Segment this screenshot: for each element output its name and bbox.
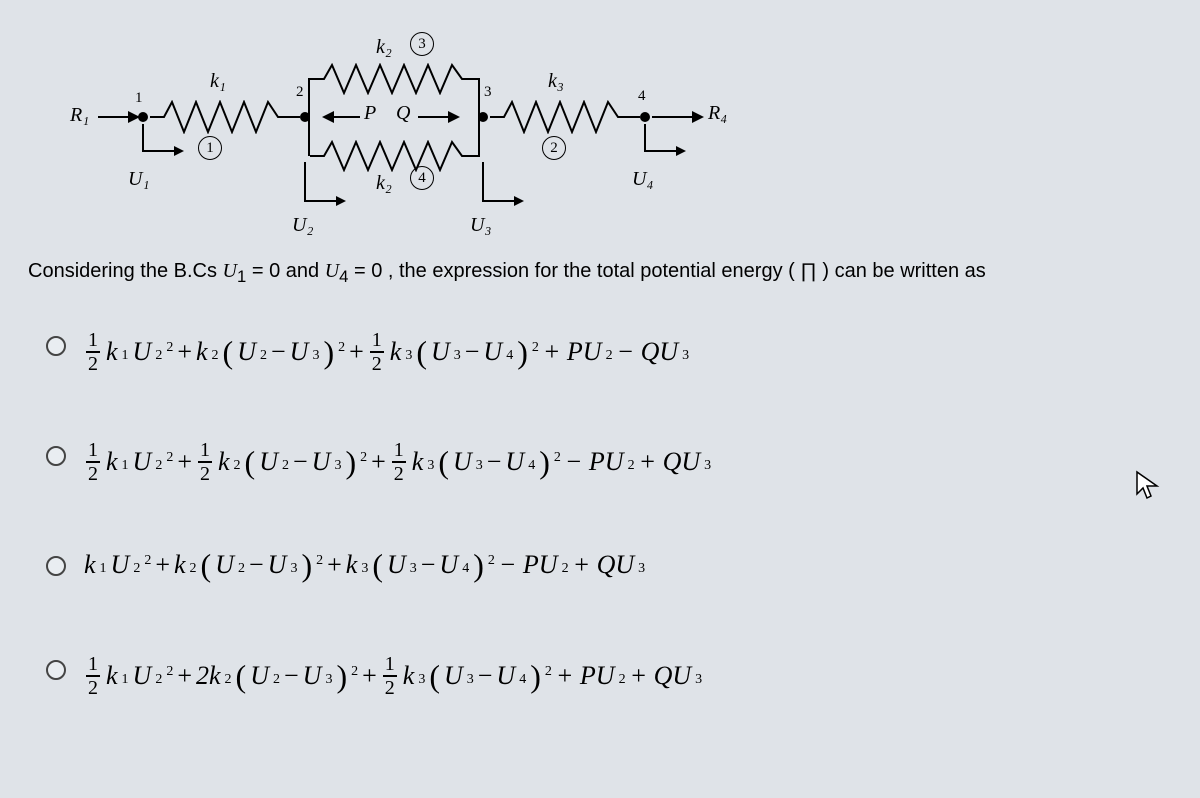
option-d[interactable]: 12 k1 U22 + 2k2 (U2 − U3)2 + 12 k3 (U3 −… [46,654,1160,710]
label-Q: Q [396,102,410,125]
node-3-num: 3 [484,84,492,101]
formula-b: 12 k1 U22 + 12 k2 (U2 − U3)2 + 12 k3 (U3… [84,440,711,484]
disp-U2 [304,162,306,202]
option-b[interactable]: 12 k1 U22 + 12 k2 (U2 − U3)2 + 12 k3 (U3… [46,440,1160,496]
spring-k1 [150,100,300,134]
label-k2-bot: k₂ [376,172,392,195]
label-U1: U₁ [128,168,149,191]
arrow-R1 [98,116,138,118]
node-3-dot [478,112,488,122]
options-group: 12 k1 U22 + k2 ( U2 − U3 )2 + 12 k3 ( U3… [46,330,1160,746]
label-P: P [364,102,376,125]
disp-U4 [644,124,646,152]
radio-a[interactable] [46,336,66,356]
label-R1: R₁ [70,104,89,127]
elem-circle-2: 2 [542,136,566,160]
label-U3: U₃ [470,214,491,237]
disp-U1 [142,124,144,152]
formula-d: 12 k1 U22 + 2k2 (U2 − U3)2 + 12 k3 (U3 −… [84,654,702,698]
arrow-Q [418,116,458,118]
elem-circle-1: 1 [198,136,222,160]
label-U2: U₂ [292,214,313,237]
radio-d[interactable] [46,660,66,680]
disp-U3 [482,162,484,202]
node-2-num: 2 [296,84,304,101]
question-text: Considering the B.Cs U1 = 0 and U4 = 0 ,… [28,260,1180,287]
spring-k2-bot [310,140,480,172]
radio-b[interactable] [46,446,66,466]
option-a[interactable]: 12 k1 U22 + k2 ( U2 − U3 )2 + 12 k3 ( U3… [46,330,1160,386]
formula-a: 12 k1 U22 + k2 ( U2 − U3 )2 + 12 k3 ( U3… [84,330,689,374]
spring-k3 [490,100,640,134]
elem-circle-3: 3 [410,32,434,56]
label-U4: U₄ [632,168,653,191]
node-1-num: 1 [135,90,143,107]
arrow-R4 [652,116,702,118]
formula-c: k1 U22 + k2 (U2 − U3)2 + k3 (U3 − U4)2 −… [84,550,645,580]
label-k1: k₁ [210,70,226,93]
label-R4: R₄ [708,102,727,125]
spring-diagram: R₁ 1 k₁ 1 2 k₂ 3 k₂ 4 P Q [80,36,760,226]
node-4-dot [640,112,650,122]
elem-circle-4: 4 [410,166,434,190]
label-k2-top: k₂ [376,36,392,59]
spring-k2-top [310,63,480,95]
node-1-dot [138,112,148,122]
label-k3: k₃ [548,70,564,93]
arrow-P [324,116,360,118]
option-c[interactable]: k1 U22 + k2 (U2 − U3)2 + k3 (U3 − U4)2 −… [46,550,1160,606]
radio-c[interactable] [46,556,66,576]
